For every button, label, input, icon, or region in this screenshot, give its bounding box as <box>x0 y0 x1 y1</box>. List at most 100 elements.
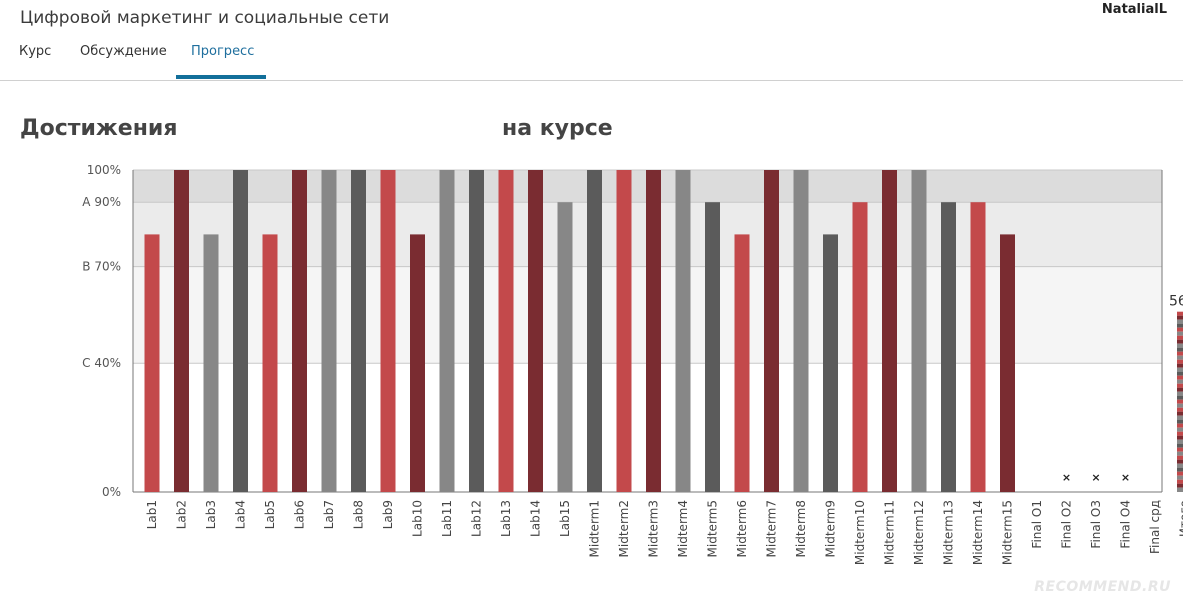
active-tab-indicator <box>176 75 266 79</box>
x-tick-label: Final O3 <box>1089 500 1103 549</box>
y-tick-label: 100% <box>87 163 121 177</box>
bar-lab5 <box>262 234 278 492</box>
bar-midterm15 <box>1000 234 1015 492</box>
x-tick-label: Midterm15 <box>1001 500 1015 565</box>
x-tick-label: Final O2 <box>1060 500 1074 549</box>
total-bar-segment <box>1177 395 1183 400</box>
x-tick-label: Lab4 <box>234 500 248 529</box>
y-tick-label: C 40% <box>82 356 121 370</box>
x-tick-label: Midterm6 <box>735 500 749 557</box>
x-tick-label: Midterm8 <box>794 500 808 557</box>
x-tick-label: Lab5 <box>263 500 277 529</box>
x-tick-label: Итого <box>1178 500 1183 537</box>
total-bar-segment <box>1177 371 1183 376</box>
x-tick-label: Lab7 <box>322 500 336 529</box>
total-bar-segment <box>1177 439 1183 444</box>
total-bar-segment <box>1177 323 1183 328</box>
x-tick-label: Final O1 <box>1030 500 1044 549</box>
total-bar-segment <box>1177 467 1183 472</box>
bar-midterm10 <box>852 202 868 492</box>
x-tick-label: Lab13 <box>499 500 513 537</box>
x-tick-label: Lab1 <box>145 500 159 529</box>
missing-score-marker: × <box>1091 471 1100 484</box>
tab-progress[interactable]: Прогресс <box>191 44 255 59</box>
x-tick-label: Midterm10 <box>853 500 867 565</box>
total-bar-segment <box>1177 403 1183 408</box>
bar-midterm14 <box>970 202 986 492</box>
total-bar-segment <box>1177 355 1183 360</box>
total-bar-segment <box>1177 367 1183 372</box>
total-bar-segment <box>1177 475 1183 480</box>
missing-score-marker: × <box>1121 471 1130 484</box>
total-bar-segment <box>1177 335 1183 340</box>
section-heading-right: на курсе <box>502 116 613 141</box>
x-tick-label: Midterm4 <box>676 500 690 557</box>
bar-lab9 <box>380 170 396 492</box>
total-bar-segment <box>1177 459 1183 464</box>
total-bar-segment <box>1177 315 1183 320</box>
total-value-label: 56% <box>1169 294 1183 310</box>
total-bar-segment <box>1177 487 1183 492</box>
x-tick-label: Lab11 <box>440 500 454 537</box>
total-bar-segment <box>1177 471 1183 476</box>
bar-lab1 <box>144 234 160 492</box>
total-bar-segment <box>1177 455 1183 460</box>
x-tick-label: Midterm3 <box>647 500 661 557</box>
bar-midterm9 <box>823 234 838 492</box>
x-tick-label: Lab6 <box>293 500 307 529</box>
total-bar-segment <box>1177 427 1183 432</box>
bar-lab7 <box>321 170 337 492</box>
total-bar-segment <box>1177 483 1183 488</box>
username[interactable]: NatalialL <box>1101 2 1167 17</box>
bar-lab13 <box>498 170 514 492</box>
bar-lab3 <box>203 234 219 492</box>
total-bar-segment <box>1177 415 1183 420</box>
x-tick-label: Lab2 <box>175 500 189 529</box>
total-bar-segment <box>1177 399 1183 404</box>
total-bar-segment <box>1177 351 1183 356</box>
tab-discussion[interactable]: Обсуждение <box>80 44 167 59</box>
bar-lab6 <box>292 170 307 492</box>
total-bar-segment <box>1177 343 1183 348</box>
total-bar-segment <box>1177 391 1183 396</box>
total-bar-segment <box>1177 447 1183 452</box>
total-bar-segment <box>1177 419 1183 424</box>
bar-midterm5 <box>705 202 720 492</box>
bar-lab2 <box>174 170 189 492</box>
total-bar-segment <box>1177 375 1183 380</box>
y-tick-label: A 90% <box>82 195 121 209</box>
x-tick-label: Midterm13 <box>942 500 956 565</box>
tab-course[interactable]: Курс <box>19 44 52 59</box>
total-bar-segment <box>1177 379 1183 384</box>
total-bar-segment <box>1177 331 1183 336</box>
bar-midterm6 <box>734 234 750 492</box>
bar-lab15 <box>557 202 573 492</box>
x-tick-label: Midterm9 <box>824 500 838 557</box>
bar-midterm13 <box>941 202 956 492</box>
bar-lab4 <box>233 170 248 492</box>
x-tick-label: Midterm7 <box>765 500 779 557</box>
x-tick-label: Midterm1 <box>588 500 602 557</box>
total-bar-segment <box>1177 411 1183 416</box>
total-bar-segment <box>1177 451 1183 456</box>
total-bar-segment <box>1177 327 1183 332</box>
total-bar-segment <box>1177 383 1183 388</box>
x-tick-label: Lab9 <box>381 500 395 529</box>
x-tick-label: Lab12 <box>470 500 484 537</box>
bar-midterm4 <box>675 170 691 492</box>
x-tick-label: Final срд <box>1148 500 1162 554</box>
total-bar-segment <box>1177 431 1183 436</box>
course-title: Цифровой маркетинг и социальные сети <box>20 8 390 28</box>
total-bar-segment <box>1177 387 1183 392</box>
bar-midterm8 <box>793 170 809 492</box>
bar-midterm12 <box>911 170 927 492</box>
total-bar-segment <box>1177 435 1183 440</box>
total-bar-segment <box>1177 347 1183 352</box>
section-heading-left: Достижения <box>20 116 178 141</box>
total-bar-segment <box>1177 479 1183 484</box>
tab-bar: Курс Обсуждение Прогресс <box>0 38 1183 81</box>
total-bar-segment <box>1177 443 1183 448</box>
x-tick-label: Lab8 <box>352 500 366 529</box>
y-tick-label: B 70% <box>82 260 121 274</box>
